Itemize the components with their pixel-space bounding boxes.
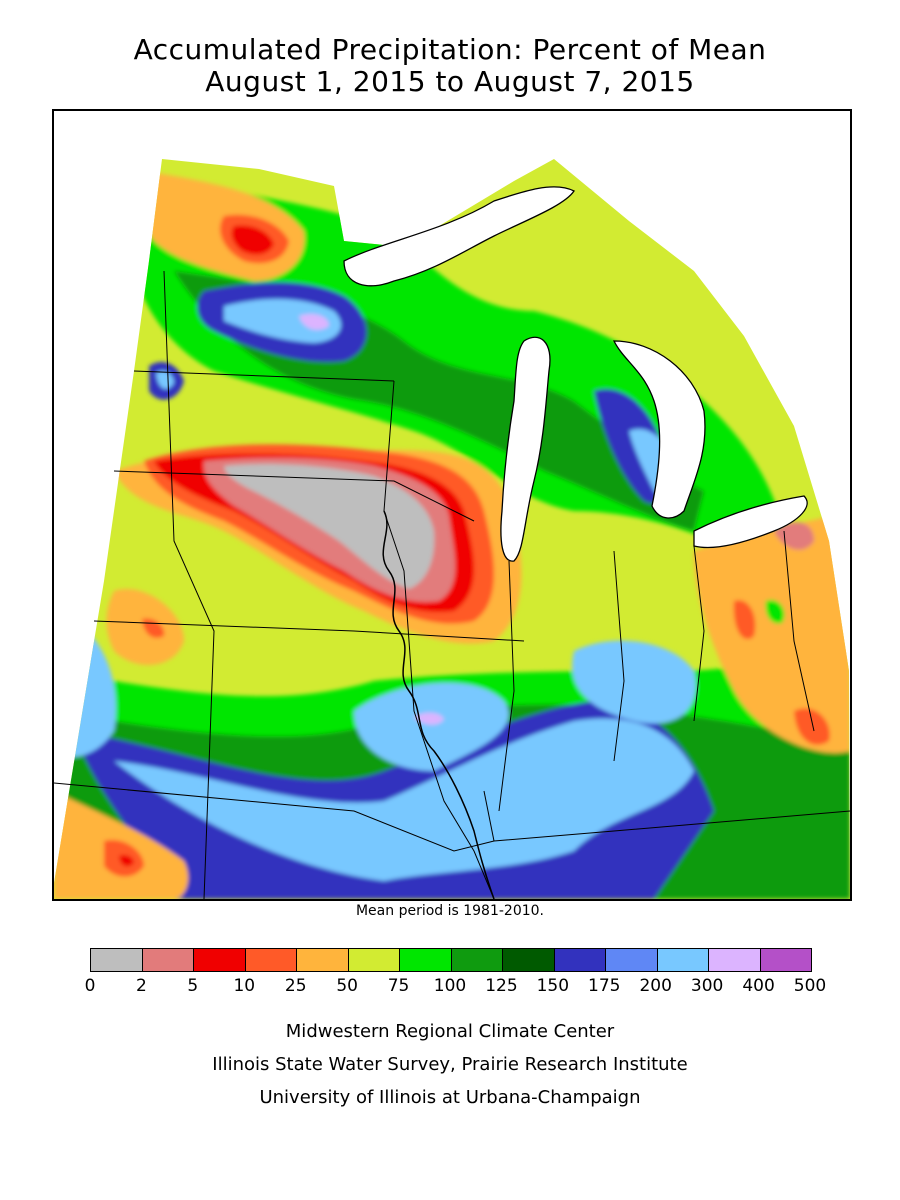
credit-line-2: Illinois State Water Survey, Prairie Res… — [212, 1054, 688, 1075]
legend-swatch — [657, 949, 709, 971]
legend-tick-label: 100 — [433, 976, 467, 996]
legend-tick-label: 200 — [639, 976, 672, 996]
legend-swatch — [194, 949, 246, 971]
legend-tick-labels: 0 2 5 10 25 50 75 100 125 150 175 200 300 400 500 — [85, 976, 827, 1000]
legend-tick-label: 0 — [84, 976, 96, 996]
legend-swatch — [400, 949, 452, 971]
mean-period-note: Mean period is 1981-2010. — [355, 903, 545, 919]
map-title: Accumulated Precipitation: Percent of Me… — [133, 33, 767, 66]
legend-swatch — [451, 949, 503, 971]
legend-swatch — [709, 949, 761, 971]
legend-swatch — [606, 949, 658, 971]
legend-tick-label: 125 — [485, 976, 518, 996]
mississippi-river — [382, 510, 495, 899]
legend-tick-label: 2 — [136, 976, 147, 996]
legend-tick-label: 75 — [387, 976, 410, 996]
map-date-range: August 1, 2015 to August 7, 2015 — [205, 65, 695, 98]
legend-swatch — [297, 949, 349, 971]
legend-tick-label: 300 — [690, 976, 724, 996]
credit-line-1: Midwestern Regional Climate Center — [285, 1021, 615, 1042]
legend-swatch — [142, 949, 194, 971]
legend-swatch — [91, 949, 143, 971]
legend-tick-label: 25 — [284, 976, 307, 996]
legend-swatch — [348, 949, 400, 971]
legend-swatch — [245, 949, 297, 971]
great-lakes — [343, 186, 808, 562]
legend-tick-label: 10 — [233, 976, 256, 996]
color-legend — [90, 948, 812, 972]
legend-tick-label: 50 — [336, 976, 358, 996]
legend-tick-label: 500 — [793, 976, 827, 996]
legend-swatch — [503, 949, 555, 971]
legend-tick-label: 150 — [536, 976, 570, 996]
credit-line-3: University of Illinois at Urbana-Champai… — [259, 1087, 641, 1108]
legend-swatch — [554, 949, 606, 971]
legend-tick-label: 175 — [588, 976, 621, 996]
legend-tick-label: 5 — [187, 976, 199, 996]
legend-tick-label: 400 — [742, 976, 775, 996]
precipitation-map — [52, 109, 852, 901]
legend-swatch — [760, 949, 811, 971]
